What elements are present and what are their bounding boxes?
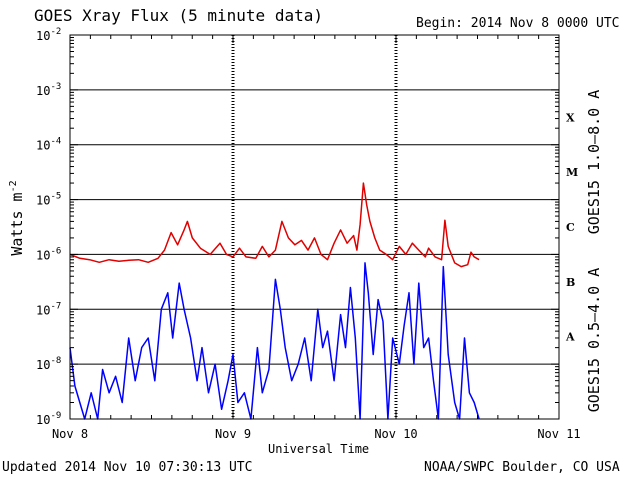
y-tick-label: 10-7: [36, 301, 61, 317]
series-line-short: [69, 262, 480, 420]
flare-class-label: C: [566, 221, 575, 234]
x-tick-label: Nov 9: [215, 427, 251, 441]
chart-title: GOES Xray Flux (5 minute data): [34, 6, 323, 25]
flare-class-label: A: [565, 331, 575, 344]
y-tick-label: 10-3: [36, 82, 61, 98]
series-legend-short: GOES15 0.5–4.0 A: [585, 268, 603, 413]
x-axis-label: Universal Time: [268, 442, 370, 456]
x-tick-label: Nov 10: [374, 427, 417, 441]
begin-timestamp: Begin: 2014 Nov 8 0000 UTC: [416, 16, 620, 31]
updated-timestamp: Updated 2014 Nov 10 07:30:13 UTC: [2, 460, 253, 475]
plot-frame: [69, 34, 560, 420]
y-tick-label: 10-9: [36, 411, 61, 427]
y-axis-label: Watts m-2: [8, 180, 26, 255]
series-layer: [69, 182, 480, 420]
x-tick-label: Nov 11: [537, 427, 580, 441]
y-tick-label: 10-2: [36, 27, 61, 43]
series-legend-long: GOES15 1.0–8.0 A: [585, 90, 603, 235]
flare-class-label: B: [566, 276, 575, 289]
y-tick-label: 10-8: [36, 356, 61, 372]
flare-class-label: X: [566, 111, 575, 124]
series-line-long: [69, 182, 480, 268]
x-tick-label: Nov 8: [52, 427, 88, 441]
flare-class-label: M: [566, 166, 578, 179]
y-tick-label: 10-4: [36, 137, 61, 153]
grid-layer: [70, 35, 559, 419]
axis-layer: [69, 34, 560, 420]
credit-text: NOAA/SWPC Boulder, CO USA: [424, 460, 620, 475]
y-tick-label: 10-5: [36, 192, 61, 208]
y-tick-label: 10-6: [36, 246, 61, 262]
